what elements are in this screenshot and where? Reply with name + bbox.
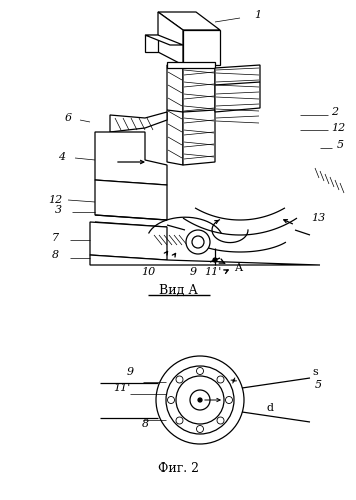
Text: 5: 5 — [314, 380, 321, 390]
Text: 9: 9 — [126, 367, 134, 377]
Text: Вид А: Вид А — [158, 284, 198, 296]
Text: 3: 3 — [54, 205, 62, 215]
Circle shape — [198, 398, 202, 402]
Polygon shape — [90, 255, 320, 265]
Polygon shape — [183, 30, 220, 65]
Text: Фиг. 2: Фиг. 2 — [157, 462, 199, 474]
Circle shape — [192, 236, 204, 248]
Text: 6: 6 — [64, 113, 72, 123]
Text: 8: 8 — [141, 419, 148, 429]
Text: 10: 10 — [141, 267, 155, 277]
Text: 1: 1 — [255, 10, 262, 20]
Text: 2: 2 — [331, 107, 339, 117]
Text: 12: 12 — [48, 195, 62, 205]
Text: s: s — [312, 367, 318, 377]
Text: 9: 9 — [189, 267, 197, 277]
Polygon shape — [110, 112, 167, 132]
Polygon shape — [145, 35, 158, 52]
Polygon shape — [215, 65, 260, 112]
Circle shape — [213, 258, 217, 262]
Text: 5: 5 — [336, 140, 344, 150]
Text: A: A — [234, 263, 242, 273]
Text: 8: 8 — [51, 250, 59, 260]
Polygon shape — [158, 12, 220, 30]
Text: 11': 11' — [204, 267, 222, 277]
Polygon shape — [95, 180, 167, 220]
Text: 7: 7 — [51, 233, 59, 243]
Polygon shape — [90, 222, 167, 260]
Text: 12: 12 — [331, 123, 345, 133]
Text: 4: 4 — [58, 152, 66, 162]
Circle shape — [186, 230, 210, 254]
Polygon shape — [95, 132, 167, 185]
Polygon shape — [167, 62, 215, 68]
Polygon shape — [183, 68, 215, 165]
Text: 13: 13 — [311, 213, 325, 223]
Polygon shape — [158, 12, 183, 65]
Text: 11': 11' — [113, 383, 131, 393]
Polygon shape — [145, 35, 183, 45]
Polygon shape — [167, 65, 183, 165]
Text: d: d — [267, 403, 273, 413]
